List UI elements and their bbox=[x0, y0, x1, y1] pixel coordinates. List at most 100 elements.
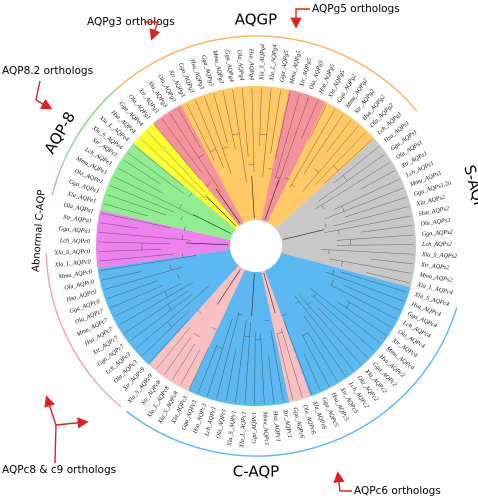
tree-branch bbox=[314, 168, 320, 173]
tree-branch bbox=[270, 89, 281, 154]
tree-branch bbox=[98, 241, 170, 244]
tree-branch bbox=[260, 332, 265, 404]
tree-branch bbox=[303, 114, 344, 174]
leaf-label: Gga_AQPg4 bbox=[223, 50, 235, 83]
leaf-label: Xla_S_AQPg4 bbox=[258, 44, 266, 81]
annotation-aqpc6-text: AQPc6 orthologs bbox=[354, 485, 441, 497]
tree-branch bbox=[181, 235, 183, 240]
tree-branch bbox=[193, 332, 200, 337]
annotation-aqpc89: AQPc8 & c9 orthologs bbox=[2, 395, 116, 476]
tree-branch bbox=[302, 125, 359, 192]
leaf-label: Xla_S_AQPc0 bbox=[53, 248, 91, 256]
tree-branch bbox=[344, 197, 407, 218]
annotation-aqpc6: AQPc6 orthologs bbox=[333, 471, 441, 497]
tree-branch bbox=[333, 165, 339, 171]
tree-branch bbox=[324, 187, 404, 220]
tree-branch bbox=[129, 293, 193, 342]
annotation-aqpc89-text: AQPc8 & c9 orthologs bbox=[2, 464, 116, 476]
tree-branch bbox=[133, 145, 184, 187]
tree-branch bbox=[164, 336, 192, 375]
tree-branch bbox=[329, 258, 412, 274]
tree-branch bbox=[334, 179, 400, 210]
leaf-label: Ola_AQPa1 bbox=[63, 202, 94, 215]
tree-branch bbox=[277, 332, 283, 334]
outer-ring-segment bbox=[45, 253, 122, 408]
tree-branch bbox=[109, 185, 175, 213]
tree-branch bbox=[118, 168, 163, 194]
tree-branch bbox=[365, 272, 410, 284]
tree-branch bbox=[149, 318, 190, 363]
tree-branch bbox=[343, 284, 401, 311]
tree-branch bbox=[99, 255, 197, 271]
tree-branch bbox=[211, 327, 217, 331]
tree-branch bbox=[119, 282, 193, 326]
leaf-label: Gga_AQPs2 bbox=[421, 229, 453, 238]
tree-branch bbox=[110, 285, 163, 308]
annotation-aqp82-text: AQP8.2 orthologs bbox=[2, 65, 93, 77]
tree-branch bbox=[294, 295, 354, 371]
tree-branch bbox=[204, 96, 232, 174]
tree-branch bbox=[177, 273, 180, 279]
annotation-aqpc6-arrow bbox=[333, 471, 352, 492]
tree-branch bbox=[142, 310, 190, 356]
tree-branch bbox=[361, 225, 413, 233]
tree-branch bbox=[186, 242, 229, 246]
tree-branch bbox=[251, 176, 255, 219]
tree-branch bbox=[264, 320, 270, 322]
tree-branch bbox=[213, 93, 228, 144]
tree-branch bbox=[99, 222, 138, 229]
tree-branch bbox=[203, 194, 208, 198]
annotation-aqpg5: AQPg5 orthologs bbox=[290, 3, 400, 29]
tree-branch bbox=[232, 133, 240, 136]
group-label-aqgp: AQGP bbox=[235, 11, 277, 29]
tree-branch bbox=[318, 154, 385, 202]
leaf-label: Xtr_AQPa1 bbox=[61, 213, 92, 224]
tree-branch bbox=[270, 330, 284, 402]
leaf-label: Gga_AQPg5 bbox=[278, 50, 290, 83]
tree-branch bbox=[268, 168, 274, 170]
tree-branch bbox=[343, 175, 348, 181]
clade-wedge bbox=[100, 143, 237, 241]
tree-branch bbox=[307, 332, 338, 382]
tree-branch bbox=[169, 113, 221, 192]
group-label-aqp8: AQP-8 bbox=[41, 109, 79, 157]
clade-wedge bbox=[95, 210, 231, 269]
tree-branch bbox=[283, 320, 312, 395]
tree-branch bbox=[275, 176, 281, 179]
tree-center bbox=[230, 220, 282, 272]
tree-branch bbox=[182, 253, 184, 258]
tree-branch bbox=[188, 192, 192, 198]
tree-branch bbox=[326, 119, 352, 153]
tree-branch bbox=[295, 301, 300, 304]
tree-branch bbox=[179, 203, 183, 209]
tree-branch bbox=[106, 194, 166, 216]
tree-branch bbox=[321, 204, 325, 210]
tree-branch bbox=[98, 249, 161, 252]
clade-wedges bbox=[95, 85, 417, 407]
tree-branch bbox=[225, 348, 237, 402]
tree-branch bbox=[113, 176, 196, 217]
clade-wedge bbox=[148, 265, 246, 392]
leaf-label: Ola_AQPs2 bbox=[420, 217, 451, 228]
tree-branch bbox=[216, 346, 223, 349]
tree-branch bbox=[338, 229, 340, 236]
leaf-label: Hsa_AQPs2 bbox=[417, 205, 449, 218]
tree-branch bbox=[238, 313, 243, 316]
tree-branch bbox=[244, 321, 251, 404]
tree-branch bbox=[222, 146, 229, 149]
tree-branch bbox=[281, 328, 303, 398]
tree-branch bbox=[324, 223, 327, 228]
tree-branch bbox=[310, 294, 375, 351]
leaf-label: Xla_L_AQPg4 bbox=[268, 44, 279, 82]
clade-wedge bbox=[261, 270, 311, 403]
outer-ring-segment bbox=[126, 307, 458, 457]
tree-branch bbox=[325, 271, 405, 302]
leaf-label: Ola_AQPg4 bbox=[235, 50, 245, 81]
tree-branch bbox=[283, 229, 325, 240]
annotation-aqpc89-arrow-left bbox=[44, 395, 57, 464]
leaf-label: Mmu_AQPc1 bbox=[261, 411, 270, 446]
tree-branch bbox=[195, 99, 224, 168]
annotation-aqp82: AQP8.2 orthologs bbox=[2, 65, 93, 110]
tree-branch bbox=[209, 148, 216, 152]
